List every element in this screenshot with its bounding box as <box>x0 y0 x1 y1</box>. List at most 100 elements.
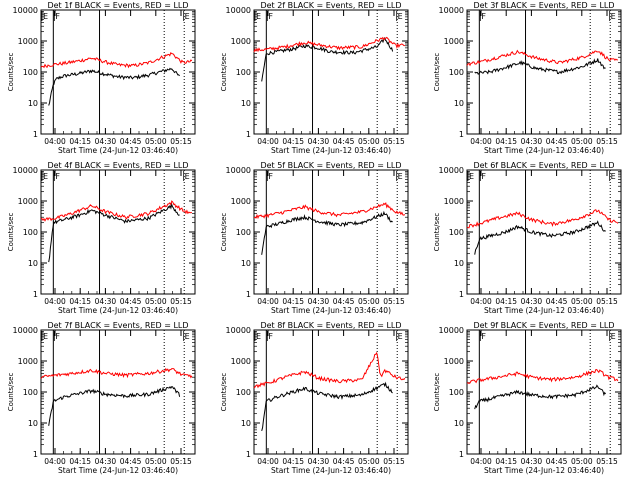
marker-label-e: E <box>611 172 616 181</box>
marker-label-e: E <box>611 332 616 341</box>
marker-label-f: F <box>268 332 273 341</box>
lld-series-line <box>253 201 406 220</box>
events-series-line <box>261 381 393 432</box>
lld-series-line <box>40 51 193 69</box>
panel-det-5: Det 5f BLACK = Events, RED = LLD 1 10 100 10… <box>220 161 409 315</box>
x-tick-label: 04:15 <box>495 457 517 466</box>
panel-title: Det 8f BLACK = Events, RED = LLD <box>260 321 401 330</box>
lld-series-line <box>466 209 619 229</box>
y-tick-label: 10000 <box>226 326 251 335</box>
lld-series-line <box>40 200 192 222</box>
y-tick-label: 1000 <box>18 357 38 366</box>
marker-label-e: E <box>398 12 403 21</box>
y-tick-label: 1 <box>246 130 251 139</box>
y-tick-label: 10000 <box>13 326 38 335</box>
marker-label-e: E <box>469 172 474 181</box>
y-tick-label: 10 <box>28 259 38 268</box>
panel-title: Det 5f BLACK = Events, RED = LLD <box>260 161 401 170</box>
x-tick-label: 05:15 <box>383 297 405 306</box>
x-axis-label: Start Time (24-Jun-12 03:46:40) <box>58 146 178 155</box>
events-series-line <box>48 385 181 426</box>
y-tick-label: 10 <box>454 99 464 108</box>
events-series-line <box>48 202 180 263</box>
y-tick-label: 1000 <box>231 37 251 46</box>
x-tick-label: 04:15 <box>495 297 517 306</box>
x-tick-label: 05:15 <box>596 297 618 306</box>
y-tick-label: 1000 <box>444 357 464 366</box>
x-tick-label: 04:45 <box>333 137 355 146</box>
x-axis-label: Start Time (24-Jun-12 03:46:40) <box>484 466 604 475</box>
events-series-line <box>474 220 606 255</box>
y-tick-label: 1000 <box>231 357 251 366</box>
plot-frame <box>253 329 409 455</box>
x-tick-label: 05:15 <box>170 297 192 306</box>
y-tick-label: 10000 <box>13 166 38 175</box>
plot-frame <box>253 169 409 295</box>
panel-title: Det 2f BLACK = Events, RED = LLD <box>260 1 401 10</box>
y-tick-label: 100 <box>236 68 251 77</box>
y-tick-label: 100 <box>23 388 38 397</box>
x-tick-label: 04:00 <box>44 297 66 306</box>
x-tick-label: 04:30 <box>95 137 117 146</box>
x-tick-label: 04:30 <box>521 457 543 466</box>
y-tick-label: 100 <box>236 388 251 397</box>
y-axis-label: Counts/sec <box>220 373 228 412</box>
y-tick-label: 10 <box>454 419 464 428</box>
y-tick-label: 100 <box>449 68 464 77</box>
marker-label-e: E <box>256 12 261 21</box>
y-tick-label: 1 <box>459 450 464 459</box>
marker-label-f: F <box>481 332 486 341</box>
x-tick-label: 04:30 <box>308 297 330 306</box>
marker-label-f: F <box>481 12 486 21</box>
y-tick-label: 10000 <box>439 6 464 15</box>
events-series-line <box>261 36 394 82</box>
x-tick-label: 05:15 <box>596 137 618 146</box>
x-tick-label: 04:45 <box>120 137 142 146</box>
y-tick-label: 10000 <box>226 6 251 15</box>
panel-title: Det 1f BLACK = Events, RED = LLD <box>47 1 188 10</box>
y-axis-label: Counts/sec <box>7 53 15 92</box>
x-axis-label: Start Time (24-Jun-12 03:46:40) <box>58 306 178 315</box>
x-tick-label: 05:00 <box>145 457 167 466</box>
y-tick-label: 1 <box>33 290 38 299</box>
events-series-line <box>48 67 180 106</box>
y-axis-label: Counts/sec <box>433 213 441 252</box>
x-tick-label: 04:00 <box>44 457 66 466</box>
marker-label-e: E <box>185 172 190 181</box>
y-tick-label: 1 <box>33 450 38 459</box>
panel-det-7: Det 7f BLACK = Events, RED = LLD 1 10 100 10… <box>7 321 196 475</box>
lld-series-line <box>40 367 193 379</box>
y-tick-label: 10 <box>454 259 464 268</box>
x-axis-label: Start Time (24-Jun-12 03:46:40) <box>271 466 391 475</box>
panel-det-9: Det 9f BLACK = Events, RED = LLD 1 10 100 10… <box>433 321 622 475</box>
x-tick-label: 05:00 <box>571 297 593 306</box>
x-tick-label: 04:00 <box>257 297 279 306</box>
marker-label-f: F <box>55 332 60 341</box>
marker-label-f: F <box>55 172 60 181</box>
y-tick-label: 100 <box>23 68 38 77</box>
x-tick-label: 05:15 <box>170 457 192 466</box>
plot-frame <box>466 329 622 455</box>
y-tick-label: 10 <box>241 259 251 268</box>
x-tick-label: 04:45 <box>546 137 568 146</box>
x-tick-label: 04:30 <box>521 137 543 146</box>
marker-label-e: E <box>256 332 261 341</box>
x-tick-label: 04:30 <box>95 297 117 306</box>
x-tick-label: 05:00 <box>571 137 593 146</box>
y-tick-label: 100 <box>236 228 251 237</box>
x-axis-label: Start Time (24-Jun-12 03:46:40) <box>484 306 604 315</box>
x-axis-label: Start Time (24-Jun-12 03:46:40) <box>484 146 604 155</box>
x-tick-label: 04:30 <box>95 457 117 466</box>
plot-frame <box>40 9 196 135</box>
events-series-line <box>261 210 393 255</box>
y-axis-label: Counts/sec <box>433 53 441 92</box>
y-tick-label: 10 <box>241 99 251 108</box>
x-tick-label: 04:45 <box>333 297 355 306</box>
lld-series-line <box>466 369 619 384</box>
x-tick-label: 04:00 <box>470 137 492 146</box>
x-tick-label: 04:30 <box>308 137 330 146</box>
y-axis-label: Counts/sec <box>7 213 15 252</box>
plot-frame <box>253 9 409 135</box>
marker-label-f: F <box>55 12 60 21</box>
